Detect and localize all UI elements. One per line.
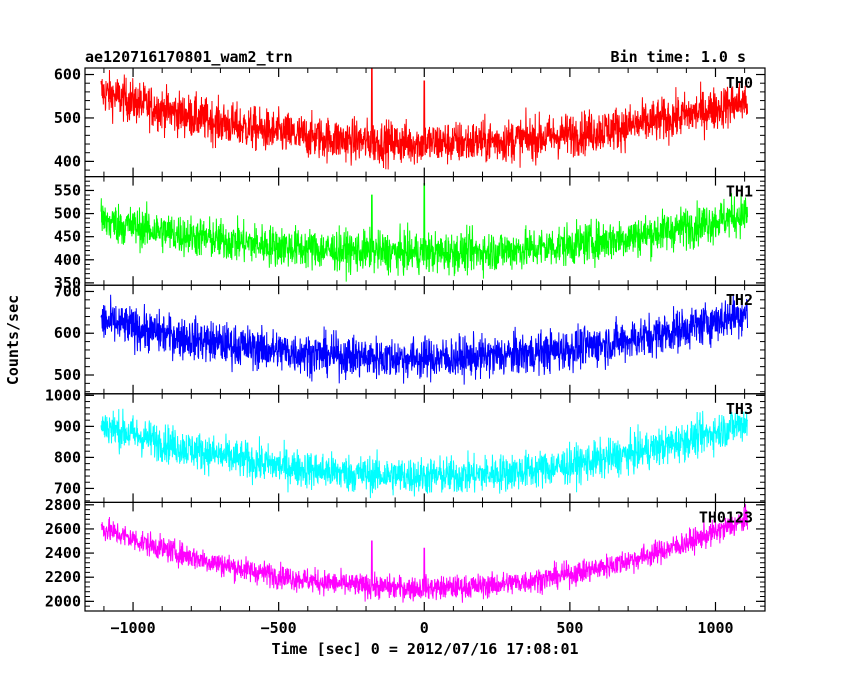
y-tick-label: 400 (54, 152, 81, 170)
y-tick-label: 450 (54, 228, 81, 246)
y-tick-label: 2800 (45, 496, 81, 514)
panel-th3: 700 800 900 1000 TH3 (45, 386, 766, 503)
y-tick-label: 550 (54, 181, 81, 199)
panels-group: 400 500 600 TH0 350 400 450 500 550 TH1 500 600 700 T… (45, 66, 766, 612)
panel-th0123: 2000 2200 2400 2600 2800 TH0123 (45, 496, 766, 612)
x-tick-label: 1000 (697, 619, 733, 637)
x-tick-label: −500 (261, 619, 297, 637)
series-line-th0 (100, 68, 749, 170)
y-tick-label: 600 (54, 324, 81, 342)
panel-label-th1: TH1 (726, 183, 753, 201)
y-tick-label: 2200 (45, 568, 81, 586)
y-tick-label: 350 (54, 274, 81, 292)
y-tick-label: 2000 (45, 592, 81, 610)
panel-label-th3: TH3 (726, 400, 753, 418)
y-tick-label: 500 (54, 109, 81, 127)
panel-label-th2: TH2 (726, 291, 753, 309)
y-tick-label: 700 (54, 282, 81, 300)
series-line-th3 (100, 408, 749, 499)
y-tick-label: 800 (54, 448, 81, 466)
panel-th1: 350 400 450 500 550 TH1 (54, 176, 766, 292)
y-axis-label: Counts/sec (4, 295, 22, 385)
panel-th0: 400 500 600 TH0 (54, 66, 766, 178)
y-tick-label: 1000 (45, 386, 81, 404)
series-line-th0123 (100, 504, 749, 603)
y-tick-label: 2600 (45, 520, 81, 538)
y-tick-label: 500 (54, 205, 81, 223)
x-tick-label: 0 (420, 619, 429, 637)
x-tick-label: 500 (556, 619, 583, 637)
y-tick-label: 500 (54, 366, 81, 384)
y-tick-label: 2400 (45, 544, 81, 562)
series-line-th2 (100, 294, 749, 385)
chart-title-left: ae120716170801_wam2_trn (85, 48, 293, 66)
panel-label-th0: TH0 (726, 74, 753, 92)
x-tick-label: −1000 (110, 619, 155, 637)
x-axis-label: Time [sec] 0 = 2012/07/16 17:08:01 (271, 640, 578, 658)
panel-th2: 500 600 700 TH2 (54, 282, 766, 395)
panel-label-th0123: TH0123 (699, 508, 753, 526)
series-line-th1 (100, 183, 749, 282)
panel-frame (84, 501, 766, 612)
y-tick-label: 400 (54, 251, 81, 269)
y-tick-label: 900 (54, 417, 81, 435)
chart-title-right: Bin time: 1.0 s (611, 48, 746, 66)
y-tick-label: 600 (54, 66, 81, 84)
x-axis: −1000 −500 0 500 1000 (110, 619, 733, 637)
y-tick-label: 700 (54, 479, 81, 497)
